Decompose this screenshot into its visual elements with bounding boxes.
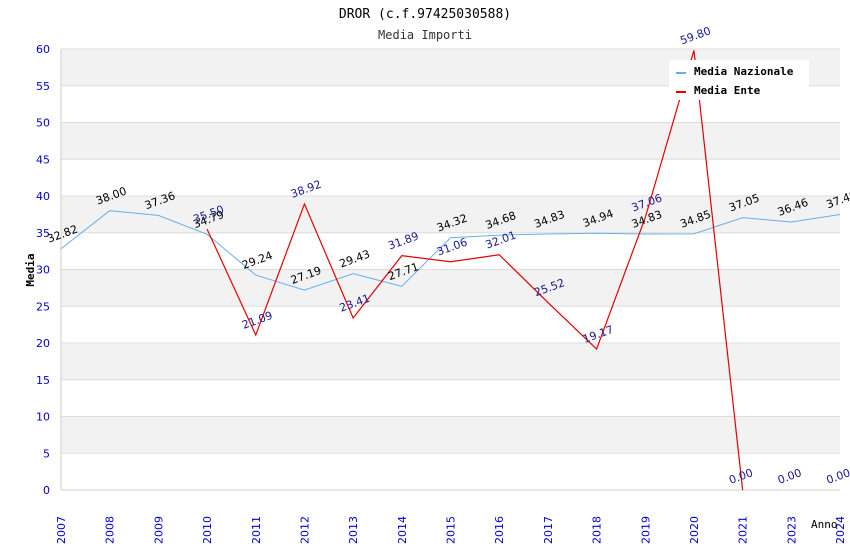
y-tick-label: 20 [36, 337, 50, 350]
chart-title: DROR (c.f.97425030588) [339, 7, 511, 22]
x-tick-label: 2011 [250, 516, 263, 544]
y-tick-label: 60 [36, 43, 50, 56]
x-tick-label: 2009 [152, 516, 165, 544]
y-tick-label: 25 [36, 300, 50, 313]
data-label: 31.06 [435, 236, 469, 259]
y-tick-label: 10 [36, 411, 50, 424]
series-lines [60, 50, 841, 491]
band [61, 343, 840, 380]
y-tick-label: 45 [36, 153, 50, 166]
legend-label-media-ente: Media Ente [694, 84, 761, 97]
legend-box [669, 60, 809, 100]
x-tick-label: 2010 [201, 516, 214, 544]
series-line-media-ente [206, 50, 744, 491]
x-tick-label: 2016 [493, 516, 506, 544]
legend-label-media-nazionale: Media Nazionale [694, 65, 794, 78]
x-tick-label: 2014 [396, 516, 409, 544]
data-label: 0.00 [727, 466, 754, 487]
y-tick-label: 30 [36, 264, 50, 277]
x-tick-label: 2021 [737, 516, 750, 544]
x-tick-label: 2023 [785, 516, 798, 544]
y-tick-label: 55 [36, 80, 50, 93]
x-axis-label: Anno [811, 518, 838, 531]
x-tick-label: 2012 [298, 516, 311, 544]
x-tick-label: 2007 [55, 516, 68, 544]
legend: Media Nazionale Media Ente [669, 60, 809, 100]
band [61, 122, 840, 160]
data-label: 37.49 [825, 188, 850, 211]
y-tick-label: 15 [36, 374, 50, 387]
x-tick-label: 2018 [591, 516, 604, 544]
data-label: 29.43 [338, 248, 372, 271]
y-tick-labels: 0 5 10 15 20 25 30 35 40 45 50 55 60 [36, 43, 50, 497]
axes [60, 49, 840, 491]
series-line-media-nazionale [60, 210, 841, 291]
data-label: 0.00 [825, 466, 850, 487]
y-tick-label: 0 [43, 484, 50, 497]
chart-subtitle: Media Importi [378, 28, 472, 42]
data-label: 0.00 [776, 466, 803, 487]
x-tick-label: 2008 [104, 516, 117, 544]
y-tick-label: 5 [43, 447, 50, 460]
data-label: 29.24 [240, 249, 274, 272]
y-axis-label: Media [24, 253, 37, 286]
band [61, 269, 840, 307]
x-tick-label: 2024 [834, 516, 847, 544]
y-tick-label: 40 [36, 190, 50, 203]
x-tick-label: 2019 [639, 516, 652, 544]
x-tick-label: 2015 [445, 516, 458, 544]
x-tick-labels: 2007 2008 2009 2010 2011 2012 2013 2014 2015 2016… [55, 516, 847, 544]
data-label: 59.80 [679, 24, 713, 47]
x-tick-label: 2020 [688, 516, 701, 544]
x-tick-label: 2017 [542, 516, 555, 544]
x-tick-label: 2013 [347, 516, 360, 544]
y-tick-label: 50 [36, 117, 50, 130]
y-tick-label: 35 [36, 227, 50, 240]
data-label: 19.17 [581, 323, 615, 346]
band [61, 416, 840, 454]
